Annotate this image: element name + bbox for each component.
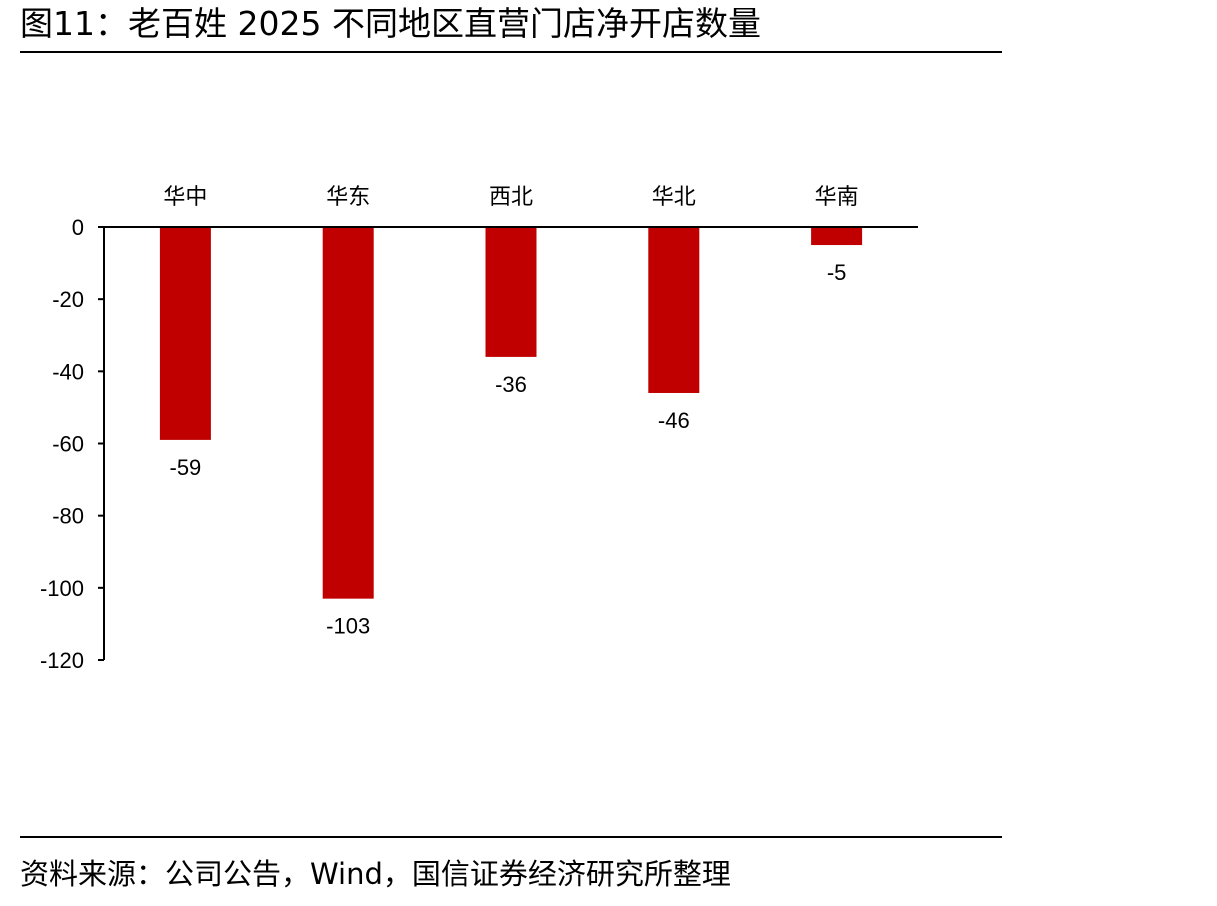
y-tick-label: 0 [72,215,84,240]
y-tick-label: -100 [40,576,84,601]
y-tick-label: -60 [52,432,84,457]
bar [811,227,863,246]
category-label: 华北 [652,185,696,210]
bar [159,227,211,440]
category-label: 西北 [489,185,533,210]
y-tick-label: -80 [52,504,84,529]
y-tick-label: -40 [52,359,84,384]
data-label: -59 [170,455,202,480]
y-ticks-layer: 0 -20 -40 -60 -80 -100 -120 [40,215,104,673]
data-label: -5 [827,260,847,285]
data-label: -103 [326,614,370,639]
bar [485,227,537,357]
y-tick-label: -20 [52,287,84,312]
data-label: -36 [495,372,527,397]
category-label: 华东 [326,185,370,210]
bar [648,227,700,393]
bar [322,227,374,599]
source-note: 资料来源：公司公告，Wind，国信证券经济研究所整理 [20,857,731,891]
bars-layer [159,227,863,599]
labels-layer: 华中 -59 华东 -103 西北 -36 华北 -46 华南 -5 [163,185,858,639]
figure-title: 图11：老百姓 2025 不同地区直营门店净开店数量 [20,4,761,43]
y-tick-label: -120 [40,648,84,673]
source-divider [20,836,1002,838]
category-label: 华中 [163,185,207,210]
data-label: -46 [658,408,690,433]
category-label: 华南 [815,185,859,210]
title-divider [20,51,1002,53]
